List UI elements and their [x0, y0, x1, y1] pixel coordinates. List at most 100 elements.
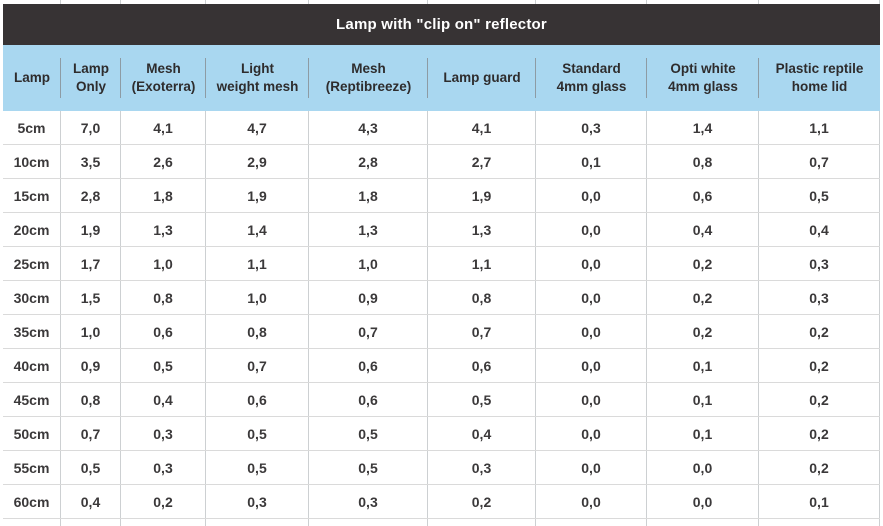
table-row-30cm: 30cm 1,5 0,8 1,0 0,9 0,8 0,0 0,2 0,3: [3, 281, 880, 315]
value-cell: 0,8: [121, 281, 206, 314]
value-cell: 0,0: [536, 281, 647, 314]
value-cell: 0,3: [759, 281, 880, 314]
value-cell: 2,7: [428, 145, 536, 178]
header-label-line2: 4mm glass: [556, 79, 627, 94]
value-cell: 1,3: [309, 213, 428, 246]
value-cell: 0,0: [536, 383, 647, 416]
table-row-10cm: 10cm 3,5 2,6 2,9 2,8 2,7 0,1 0,8 0,7: [3, 145, 880, 179]
gridline-cell: [647, 519, 759, 526]
value-cell: 1,9: [428, 179, 536, 212]
value-cell: 0,2: [647, 247, 759, 280]
value-cell: 0,9: [309, 281, 428, 314]
value-cell: 0,3: [121, 417, 206, 450]
value-cell: 1,1: [759, 111, 880, 144]
value-cell: 1,0: [206, 281, 309, 314]
value-cell: 0,0: [536, 417, 647, 450]
gridline-cell: [206, 519, 309, 526]
value-cell: 0,6: [309, 383, 428, 416]
table-row-55cm: 55cm 0,5 0,3 0,5 0,5 0,3 0,0 0,0 0,2: [3, 451, 880, 485]
value-cell: 0,5: [206, 451, 309, 484]
gridline-cell: [121, 0, 206, 4]
value-cell: 0,7: [428, 315, 536, 348]
value-cell: 1,9: [61, 213, 121, 246]
value-cell: 0,2: [759, 417, 880, 450]
value-cell: 0,1: [647, 383, 759, 416]
gridline-cell: [206, 0, 309, 4]
header-cell-plastic-reptile-home-lid: Plastic reptile home lid: [759, 45, 880, 111]
value-cell: 4,7: [206, 111, 309, 144]
gridline-cell: [121, 519, 206, 526]
value-cell: 4,3: [309, 111, 428, 144]
table-row-5cm: 5cm 7,0 4,1 4,7 4,3 4,1 0,3 1,4 1,1: [3, 111, 880, 145]
header-cell-standard-4mm-glass: Standard 4mm glass: [536, 45, 647, 111]
gridline-cell: [759, 0, 880, 4]
row-label: 45cm: [3, 383, 61, 416]
value-cell: 1,0: [121, 247, 206, 280]
gridline-cell: [61, 0, 121, 4]
table-row-40cm: 40cm 0,9 0,5 0,7 0,6 0,6 0,0 0,1 0,2: [3, 349, 880, 383]
value-cell: 0,4: [121, 383, 206, 416]
value-cell: 1,1: [206, 247, 309, 280]
header-label-line1: Lamp guard: [443, 69, 521, 85]
value-cell: 0,0: [536, 451, 647, 484]
value-cell: 0,7: [759, 145, 880, 178]
value-cell: 0,8: [61, 383, 121, 416]
value-cell: 0,3: [309, 485, 428, 518]
gridline-cell: [61, 519, 121, 526]
gridline-cell: [3, 0, 61, 4]
header-cell-light-weight-mesh: Light weight mesh: [206, 45, 309, 111]
value-cell: 0,3: [121, 451, 206, 484]
table-title-bar: Lamp with "clip on" reflector: [3, 4, 880, 45]
value-cell: 0,0: [647, 485, 759, 518]
value-cell: 0,9: [61, 349, 121, 382]
value-cell: 0,0: [536, 247, 647, 280]
header-cell-lamp-only: Lamp Only: [61, 45, 121, 111]
value-cell: 1,3: [121, 213, 206, 246]
row-label: 30cm: [3, 281, 61, 314]
value-cell: 2,9: [206, 145, 309, 178]
value-cell: 0,0: [647, 451, 759, 484]
value-cell: 2,6: [121, 145, 206, 178]
row-label: 25cm: [3, 247, 61, 280]
header-label-line2: home lid: [791, 79, 848, 94]
value-cell: 0,2: [121, 485, 206, 518]
header-label-line2: (Reptibreeze): [325, 79, 412, 94]
value-cell: 0,2: [428, 485, 536, 518]
value-cell: 1,0: [61, 315, 121, 348]
row-label: 40cm: [3, 349, 61, 382]
gridline-cell: [309, 0, 428, 4]
value-cell: 0,4: [428, 417, 536, 450]
value-cell: 0,2: [759, 315, 880, 348]
value-cell: 1,3: [428, 213, 536, 246]
header-cell-mesh-reptibreeze: Mesh (Reptibreeze): [309, 45, 428, 111]
value-cell: 0,5: [121, 349, 206, 382]
table-row-25cm: 25cm 1,7 1,0 1,1 1,0 1,1 0,0 0,2 0,3: [3, 247, 880, 281]
value-cell: 0,2: [647, 315, 759, 348]
value-cell: 0,0: [536, 485, 647, 518]
header-label-line1: Lamp: [72, 60, 109, 76]
value-cell: 1,1: [428, 247, 536, 280]
header-label-line1: Standard: [562, 60, 621, 76]
header-label-line2: (Exoterra): [131, 79, 196, 94]
header-label-line1: Mesh: [146, 60, 181, 76]
value-cell: 0,5: [206, 417, 309, 450]
header-label-line1: Plastic reptile: [775, 60, 864, 76]
table-row-20cm: 20cm 1,9 1,3 1,4 1,3 1,3 0,0 0,4 0,4: [3, 213, 880, 247]
row-label: 20cm: [3, 213, 61, 246]
row-label: 55cm: [3, 451, 61, 484]
gridline-cell: [428, 519, 536, 526]
row-label: 15cm: [3, 179, 61, 212]
row-label: 50cm: [3, 417, 61, 450]
value-cell: 2,8: [61, 179, 121, 212]
table-row-50cm: 50cm 0,7 0,3 0,5 0,5 0,4 0,0 0,1 0,2: [3, 417, 880, 451]
value-cell: 1,4: [206, 213, 309, 246]
value-cell: 0,5: [309, 417, 428, 450]
value-cell: 0,3: [206, 485, 309, 518]
value-cell: 0,1: [536, 145, 647, 178]
value-cell: 0,3: [759, 247, 880, 280]
value-cell: 7,0: [61, 111, 121, 144]
value-cell: 1,5: [61, 281, 121, 314]
value-cell: 0,3: [536, 111, 647, 144]
value-cell: 0,5: [759, 179, 880, 212]
